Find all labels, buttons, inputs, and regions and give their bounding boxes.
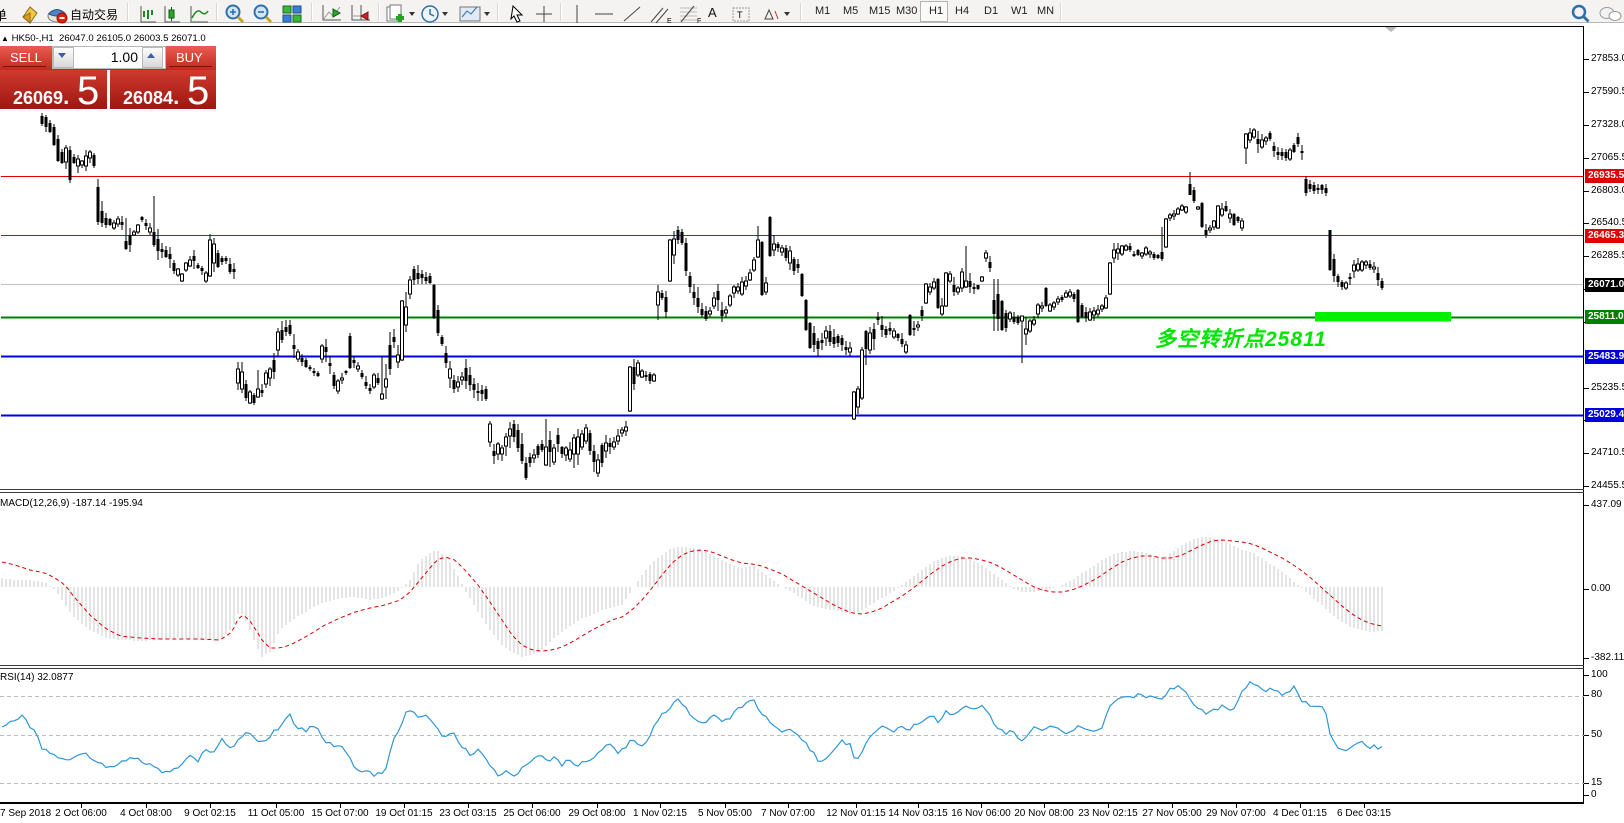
svg-text:E: E bbox=[667, 18, 672, 25]
svg-text:T: T bbox=[737, 10, 743, 20]
svg-text:F: F bbox=[697, 18, 701, 25]
